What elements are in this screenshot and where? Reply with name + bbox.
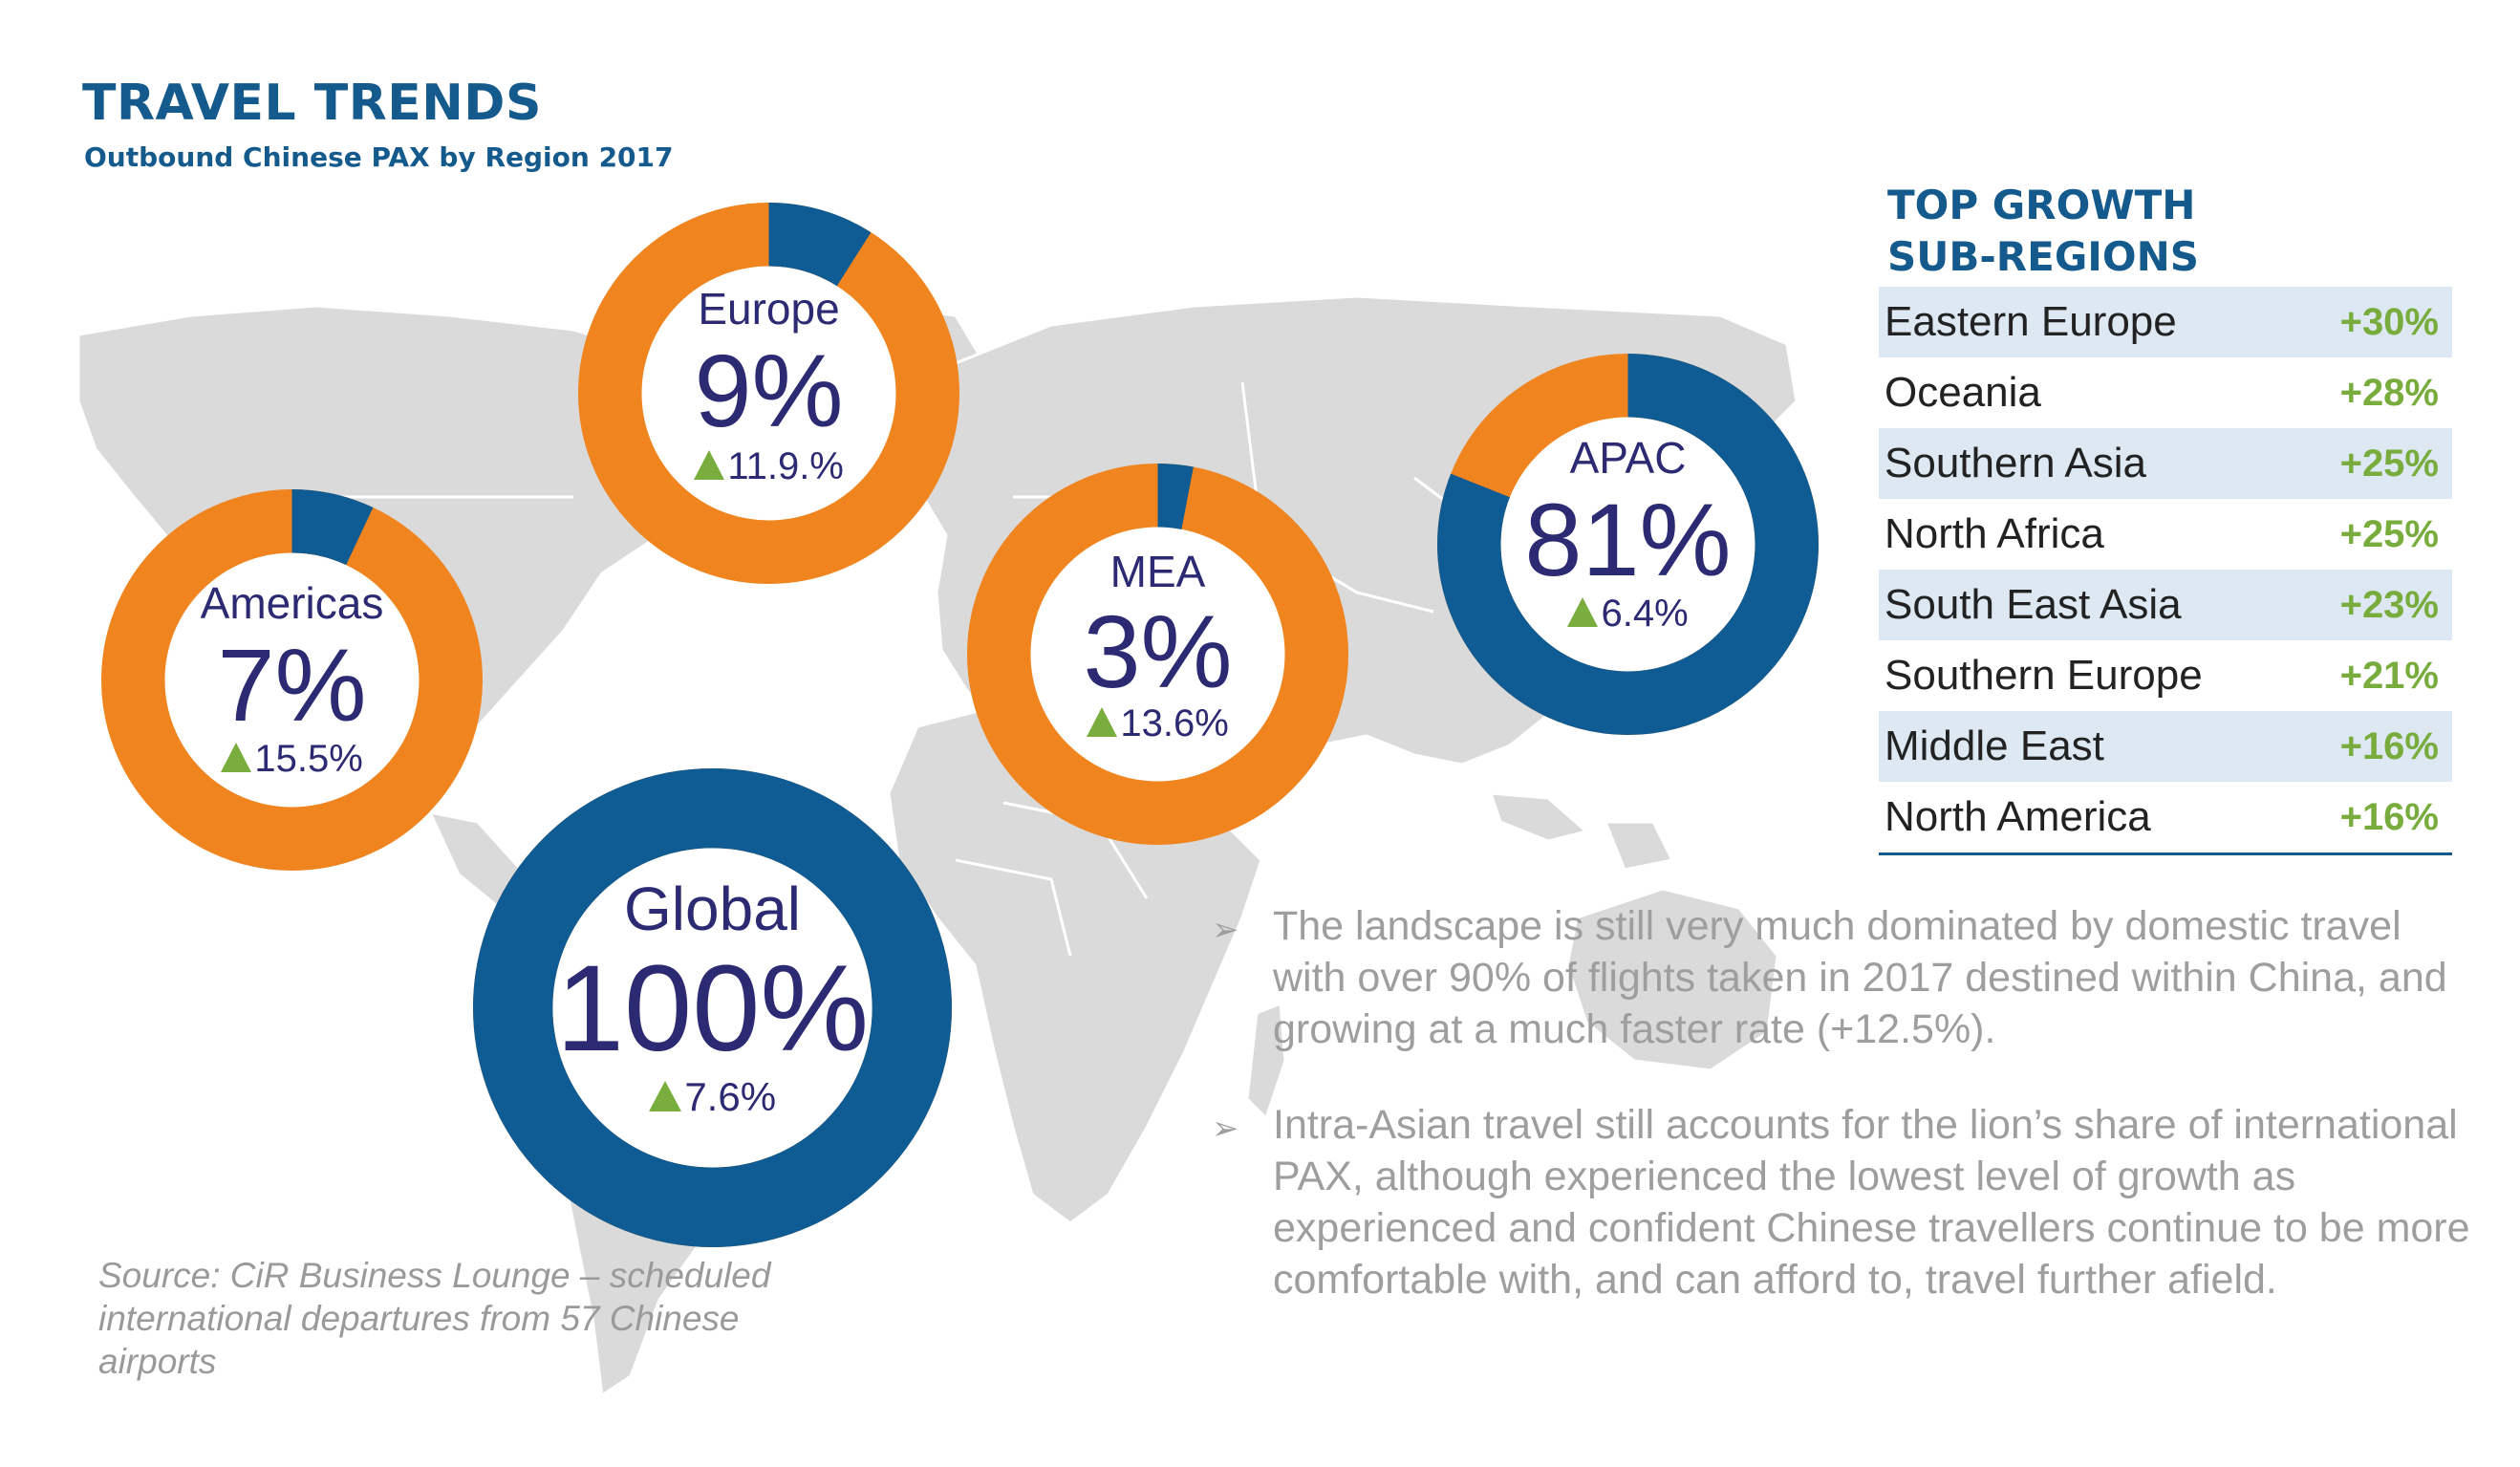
sub-region-name: Southern Europe (1885, 652, 2203, 699)
donut-mea: MEA 3% 13.6% (965, 462, 1350, 847)
sub-region-growth: +16% (2304, 711, 2452, 782)
donut-apac-label: APAC (1569, 433, 1687, 483)
donut-global-share: 100% (555, 940, 870, 1077)
page-title: TRAVEL TRENDS (82, 75, 542, 132)
sub-region-name: Eastern Europe (1879, 287, 2305, 357)
growth-up-icon (694, 449, 725, 480)
table-row: Middle East +16% (1879, 711, 2452, 782)
table-row: Southern Asia +25% (1879, 428, 2452, 499)
growth-up-icon (1567, 596, 1599, 627)
arrow-bullet-icon: ➢ (1212, 912, 1239, 948)
donut-americas: Americas 7% 15.5% (99, 487, 485, 873)
commentary-list: ➢ The landscape is still very much domin… (1206, 900, 2477, 1349)
table-row: North America +16% (1879, 782, 2452, 854)
sub-region-growth: +23% (2304, 570, 2452, 640)
top-growth-title: TOP GROWTH SUB-REGIONS (1887, 182, 2200, 280)
sub-region-name: Middle East (1879, 711, 2305, 782)
sub-region-growth: +28% (2339, 371, 2439, 414)
page-subtitle: Outbound Chinese PAX by Region 2017 (84, 141, 674, 173)
donut-europe-label: Europe (698, 284, 840, 334)
donut-europe-share: 9% (694, 333, 844, 448)
donut-americas-ring (100, 488, 484, 872)
donut-mea-share: 3% (1083, 593, 1233, 709)
sub-region-growth: +21% (2339, 654, 2439, 697)
bullet-text: The landscape is still very much dominat… (1273, 903, 2447, 1052)
donut-mea-growth-value: 13.6% (1120, 702, 1229, 744)
donut-americas-share: 7% (217, 627, 367, 743)
donut-apac: APAC 81% 6.4% (1435, 352, 1820, 737)
donut-share-arc (1436, 353, 1820, 736)
sub-region-name: North America (1885, 793, 2151, 840)
donut-global: Global 100% 7.6% (471, 766, 954, 1249)
sub-region-growth: +30% (2304, 287, 2452, 357)
table-row: North Africa +25% (1879, 499, 2452, 570)
donut-share-arc (577, 202, 960, 585)
donut-apac-growth: 6.4% (1435, 593, 1820, 636)
donut-mea-label: MEA (1109, 547, 1206, 596)
sub-region-growth: +25% (2304, 428, 2452, 499)
sub-region-growth: +16% (2339, 795, 2439, 838)
sub-region-name: Oceania (1885, 369, 2041, 416)
donut-global-growth-value: 7.6% (684, 1074, 777, 1119)
donut-global-ring (473, 768, 952, 1247)
sub-region-growth: +25% (2339, 512, 2439, 555)
table-row: Southern Europe +21% (1879, 640, 2452, 711)
growth-up-icon (1087, 706, 1118, 737)
donut-apac-growth-value: 6.4% (1601, 593, 1689, 635)
donut-americas-growth-value: 15.5% (254, 738, 363, 780)
donut-global-label: Global (624, 874, 801, 943)
table-row: South East Asia +23% (1879, 570, 2452, 640)
donut-europe-growth: 11.9.% (576, 445, 961, 488)
table-row: Oceania +28% (1879, 357, 2452, 428)
donut-apac-ring (1436, 353, 1820, 736)
donut-global-growth: 7.6% (471, 1074, 954, 1120)
sub-region-name: South East Asia (1879, 570, 2305, 640)
donut-share-arc (100, 488, 484, 872)
bullet-text: Intra-Asian travel still accounts for th… (1273, 1102, 2470, 1303)
list-item: ➢ Intra-Asian travel still accounts for … (1206, 1099, 2477, 1305)
source-note: Source: CiR Business Lounge – scheduled … (98, 1256, 771, 1381)
top-growth-table: Eastern Europe +30% Oceania +28% Souther… (1879, 287, 2452, 855)
donut-europe: Europe 9% 11.9.% (576, 201, 961, 586)
donut-europe-ring (577, 202, 960, 585)
donut-share-arc (473, 768, 952, 1247)
donut-americas-label: Americas (200, 578, 384, 628)
donut-mea-ring (966, 463, 1349, 846)
donut-share-arc (966, 463, 1349, 846)
donut-mea-growth: 13.6% (965, 702, 1350, 745)
donut-europe-growth-value: 11.9.% (727, 445, 844, 487)
growth-up-icon (648, 1080, 681, 1111)
donut-americas-growth: 15.5% (99, 738, 485, 781)
sub-region-name: Southern Asia (1879, 428, 2305, 499)
sub-region-name: North Africa (1885, 510, 2104, 557)
growth-up-icon (221, 742, 252, 772)
donut-apac-share: 81% (1524, 482, 1732, 597)
arrow-bullet-icon: ➢ (1212, 1111, 1239, 1147)
table-row: Eastern Europe +30% (1879, 287, 2452, 357)
list-item: ➢ The landscape is still very much domin… (1206, 900, 2477, 1055)
